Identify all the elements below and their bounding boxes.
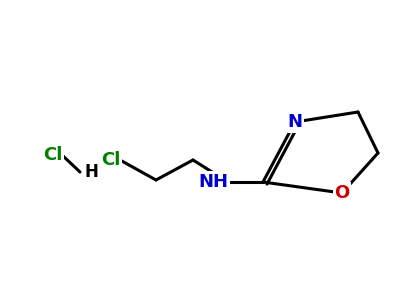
Text: Cl: Cl [43,146,62,164]
Text: O: O [334,184,350,202]
Text: Cl: Cl [101,151,120,169]
Text: H: H [84,163,98,181]
Text: N: N [288,113,302,131]
Text: NH: NH [198,173,228,191]
